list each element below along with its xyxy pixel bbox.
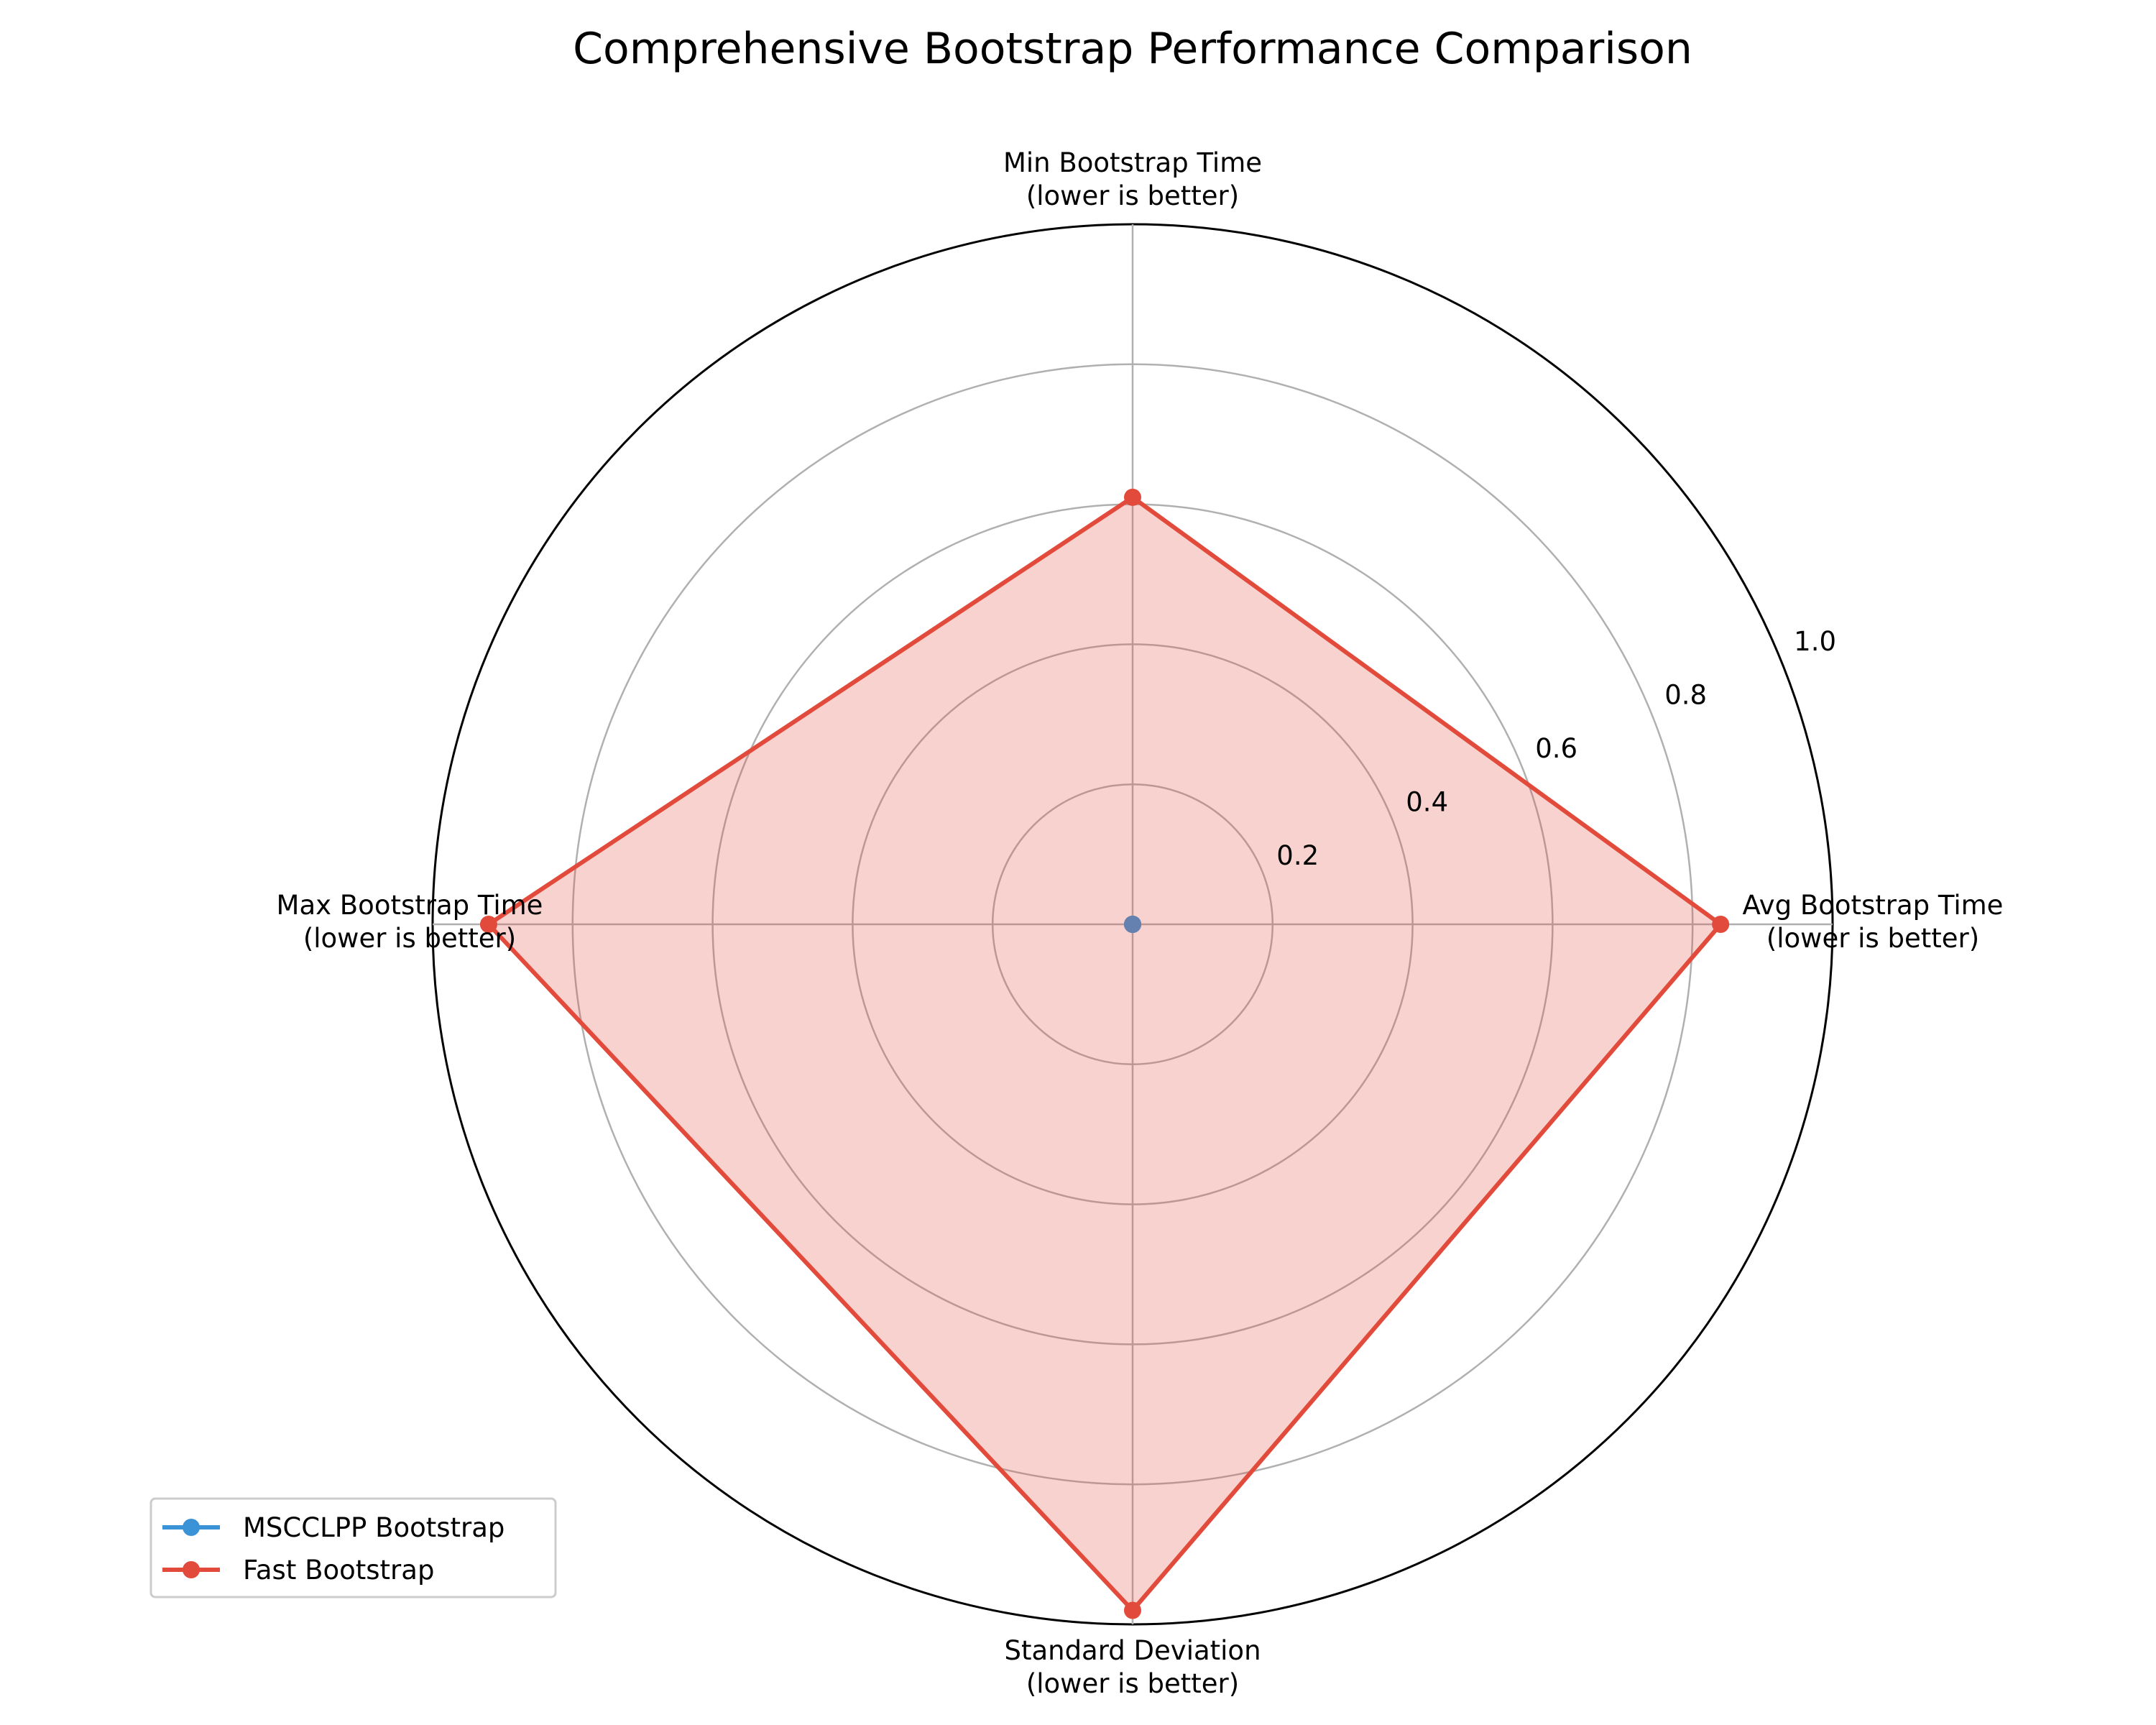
series-2 [479,488,1730,1619]
series-fill [488,497,1721,1611]
series-1 [1124,916,1141,933]
legend-marker [183,1561,200,1578]
axis-label-line: (lower is better) [1026,180,1239,211]
axis-label-3: Max Bootstrap Time (lower is better) [277,890,543,954]
data-point [1124,916,1141,933]
legend-label: MSCCLPP Bootstrap [243,1512,505,1543]
axis-label-line: (lower is better) [1026,1668,1239,1699]
legend-items: MSCCLPP Bootstrap Fast Bootstrap [162,1512,505,1586]
axis-label-line: Avg Bootstrap Time [1743,890,2004,921]
tick-label: 1.0 [1794,626,1836,657]
axis-label-line: Min Bootstrap Time [1003,147,1262,178]
data-point [1124,1601,1141,1619]
radial-tick-labels: 0.2 0.4 0.6 0.8 1.0 [1276,626,1836,871]
legend-label: Fast Bootstrap [243,1555,434,1586]
data-point [479,916,497,933]
axis-labels: Avg Bootstrap Time (lower is better)Min B… [277,147,2004,1699]
tick-label: 0.4 [1406,786,1448,817]
data-point [1124,488,1141,506]
polar-grid [431,223,1834,1626]
chart-title: Comprehensive Bootstrap Performance Comp… [573,24,1692,74]
legend-box [149,1497,557,1598]
axis-label-line: (lower is better) [303,923,516,954]
axis-label-4: Standard Deviation (lower is better) [1004,1635,1261,1699]
axis-label-2: Min Bootstrap Time (lower is better) [1003,147,1262,211]
axis-label-1: Avg Bootstrap Time (lower is better) [1743,890,2004,954]
legend-item-2: Fast Bootstrap [162,1555,434,1586]
axis-label-line: Standard Deviation [1004,1635,1261,1666]
legend-marker [183,1519,200,1536]
tick-label: 0.2 [1276,840,1319,871]
axis-label-line: (lower is better) [1766,923,1979,954]
legend: MSCCLPP Bootstrap Fast Bootstrap [149,1497,557,1598]
legend-item-1: MSCCLPP Bootstrap [162,1512,505,1543]
data-series [479,488,1730,1619]
tick-label: 0.6 [1535,733,1577,764]
tick-label: 0.8 [1664,679,1707,710]
data-point [1712,916,1730,933]
axis-label-line: Max Bootstrap Time [277,890,543,921]
